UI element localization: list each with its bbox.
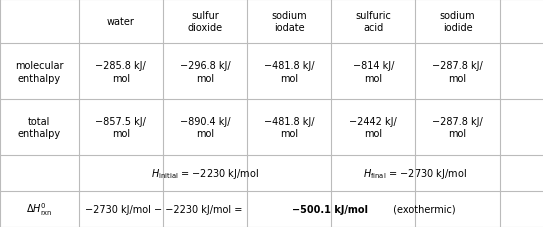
Text: −857.5 kJ/
mol: −857.5 kJ/ mol bbox=[96, 116, 146, 139]
Text: −814 kJ/
mol: −814 kJ/ mol bbox=[352, 61, 394, 83]
Text: −890.4 kJ/
mol: −890.4 kJ/ mol bbox=[180, 116, 230, 139]
Text: −2442 kJ/
mol: −2442 kJ/ mol bbox=[350, 116, 397, 139]
Text: −285.8 kJ/
mol: −285.8 kJ/ mol bbox=[96, 61, 146, 83]
Text: −2730 kJ/mol − −2230 kJ/mol =: −2730 kJ/mol − −2230 kJ/mol = bbox=[85, 204, 246, 214]
Text: sulfur
dioxide: sulfur dioxide bbox=[187, 11, 223, 33]
Text: sodium
iodide: sodium iodide bbox=[440, 11, 475, 33]
Text: −296.8 kJ/
mol: −296.8 kJ/ mol bbox=[180, 61, 230, 83]
Text: molecular
enthalpy: molecular enthalpy bbox=[15, 61, 64, 83]
Text: sodium
iodate: sodium iodate bbox=[272, 11, 307, 33]
Text: −287.8 kJ/
mol: −287.8 kJ/ mol bbox=[432, 61, 483, 83]
Text: $\Delta H^0_{\mathrm{rxn}}$: $\Delta H^0_{\mathrm{rxn}}$ bbox=[26, 200, 53, 217]
Text: −500.1 kJ/mol: −500.1 kJ/mol bbox=[292, 204, 368, 214]
Text: $H_{\mathrm{final}}$ = −2730 kJ/mol: $H_{\mathrm{final}}$ = −2730 kJ/mol bbox=[363, 166, 468, 180]
Text: −287.8 kJ/
mol: −287.8 kJ/ mol bbox=[432, 116, 483, 139]
Text: (exothermic): (exothermic) bbox=[390, 204, 456, 214]
Text: total
enthalpy: total enthalpy bbox=[18, 116, 61, 139]
Text: $H_{\mathrm{initial}}$ = −2230 kJ/mol: $H_{\mathrm{initial}}$ = −2230 kJ/mol bbox=[151, 166, 259, 180]
Text: water: water bbox=[107, 17, 135, 27]
Text: sulfuric
acid: sulfuric acid bbox=[355, 11, 392, 33]
Text: −481.8 kJ/
mol: −481.8 kJ/ mol bbox=[264, 61, 314, 83]
Text: −481.8 kJ/
mol: −481.8 kJ/ mol bbox=[264, 116, 314, 139]
